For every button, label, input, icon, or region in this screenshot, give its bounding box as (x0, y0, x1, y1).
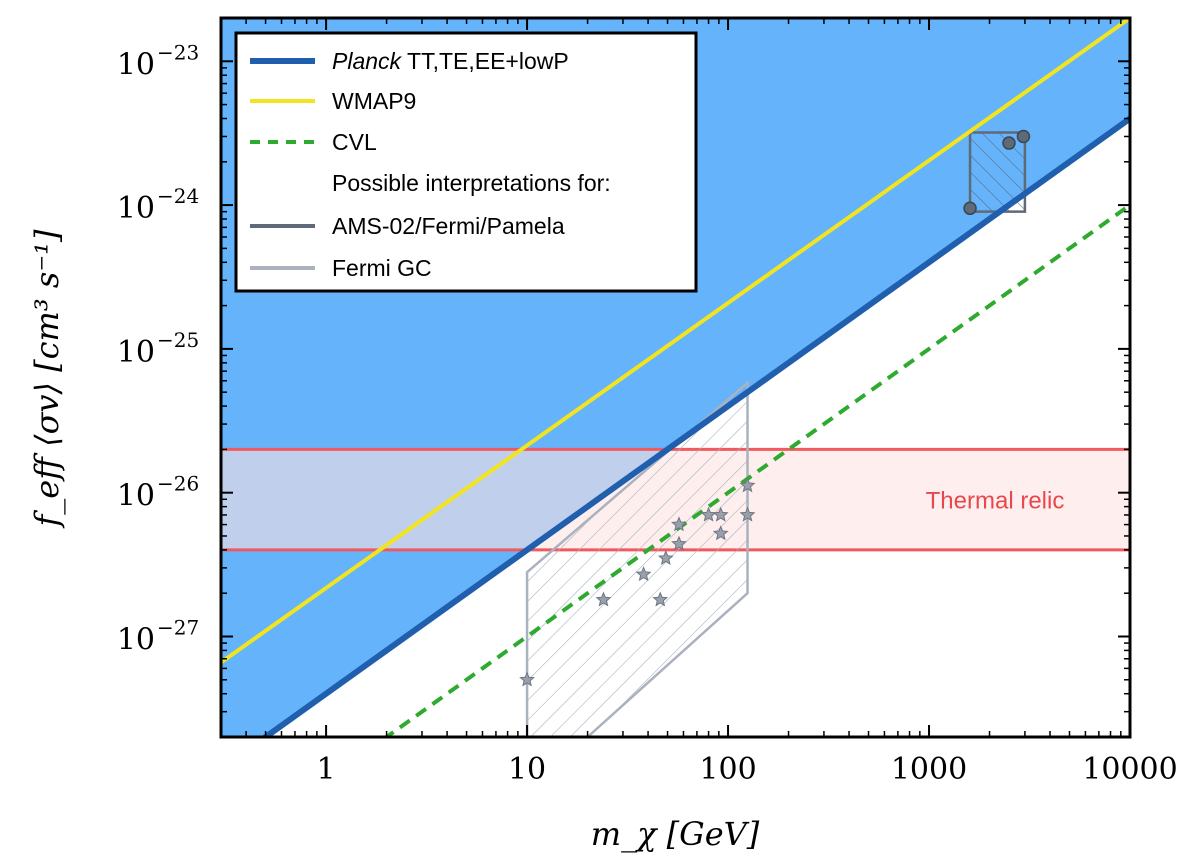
legend-label-fermi-gc: Fermi GC (332, 255, 432, 281)
ams-point-1 (1002, 136, 1016, 150)
fermi-gc-star-4 (657, 549, 674, 565)
legend-label-planck: Planck TT,TE,EE+lowP (332, 48, 569, 74)
y-tick-exp-4: −23 (157, 40, 199, 64)
ams-point-0 (963, 201, 977, 216)
fermi-gc-star-8 (712, 506, 729, 522)
fermi-gc-star-6 (671, 516, 687, 532)
y-tick-label-3: 10 (117, 191, 155, 226)
series-line-cvl (383, 203, 1130, 737)
ams-point-2 (1016, 129, 1031, 144)
y-axis-label: f_eff ⟨σv⟩ [cm³ s⁻¹] (28, 229, 66, 529)
x-tick-label-1: 10 (508, 752, 546, 787)
y-tick-exp-0: −27 (157, 615, 199, 639)
x-tick-label-2: 100 (699, 752, 756, 787)
fermi-gc-star-10 (739, 506, 756, 522)
legend-label-wmap9: WMAP9 (332, 88, 416, 114)
legend-box (234, 31, 698, 293)
fermi-gc-star-0 (519, 671, 535, 687)
y-tick-exp-3: −24 (157, 184, 199, 208)
series-line-wmap9 (221, 18, 1130, 665)
legend-note: Possible interpretations for: (332, 170, 611, 196)
fermi-gc-star-3 (652, 591, 669, 607)
legend-label-ams: AMS-02/Fermi/Pamela (332, 213, 565, 239)
x-axis-label: m_χ [GeV] (591, 815, 760, 853)
fermi-gc-star-11 (739, 477, 756, 493)
legend: Planck TT,TE,EE+lowP WMAP9 CVL Possible … (234, 31, 698, 293)
x-tick-label-3: 1000 (891, 752, 967, 787)
y-tick-label-4: 10 (117, 47, 155, 82)
plot-frame (219, 16, 1132, 739)
y-tick-exp-2: −25 (157, 328, 199, 352)
y-tick-label-1: 10 (117, 479, 155, 514)
thermal-relic-label: Thermal relic (926, 488, 1065, 515)
fermi-gc-star-9 (712, 525, 729, 541)
ams-region (968, 131, 1027, 213)
legend-label-cvl: CVL (332, 129, 377, 155)
y-tick-exp-1: −26 (157, 472, 199, 496)
fermi-gc-star-2 (635, 566, 652, 582)
x-tick-label-0: 1 (317, 752, 336, 787)
fermi-gc-star-5 (671, 535, 687, 551)
y-tick-label-2: 10 (117, 335, 155, 370)
series-line-planck-tt-te-ee-lowp (260, 116, 1130, 737)
fermi-gc-star-1 (595, 591, 612, 607)
x-tick-label-4: 10000 (1082, 752, 1177, 787)
y-tick-label-0: 10 (117, 622, 155, 657)
